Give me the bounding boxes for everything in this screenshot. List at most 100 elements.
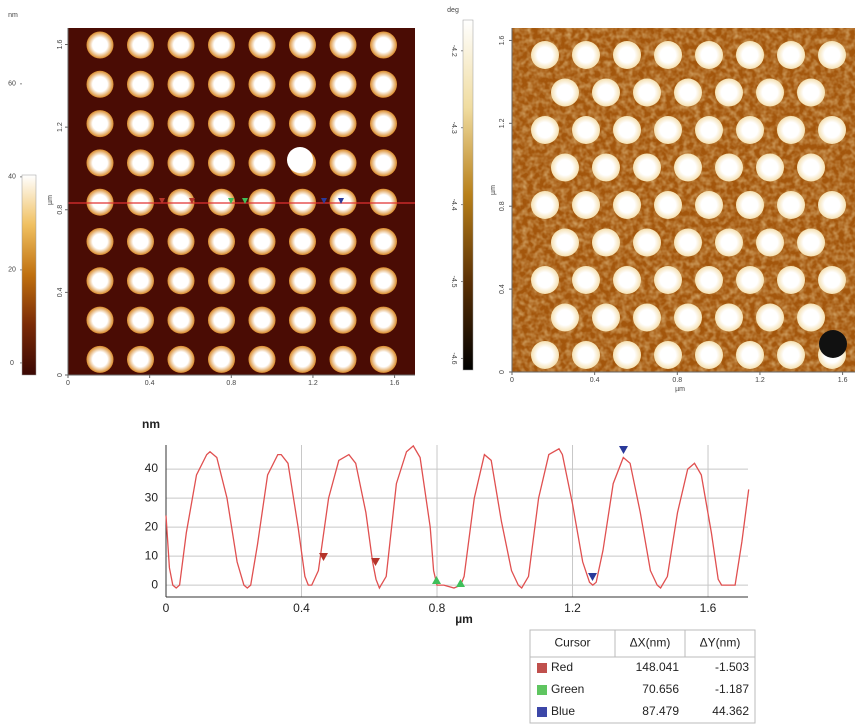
y-tick-label: 1.6 <box>499 35 506 45</box>
nanodot <box>167 267 195 295</box>
nanodot <box>289 110 316 138</box>
nanodot <box>551 228 579 257</box>
table-cell: 87.479 <box>642 704 679 718</box>
legend-swatch <box>537 685 547 695</box>
nanodot <box>818 41 846 69</box>
nanodot <box>756 153 784 182</box>
nanodot <box>127 31 154 59</box>
cursor-marker <box>242 198 248 204</box>
colorbar <box>462 19 474 371</box>
y-tick-label: 0.8 <box>499 201 506 211</box>
table-header: Cursor <box>554 636 590 650</box>
nanodot <box>756 78 784 107</box>
y-tick-label: 0 <box>57 373 64 377</box>
profile-cursors <box>319 446 628 587</box>
nanodot <box>715 303 743 332</box>
x-tick-label: 1.6 <box>700 601 717 615</box>
nanodot <box>370 228 397 255</box>
nanodot <box>572 116 600 144</box>
y-tick-label: 30 <box>145 490 159 504</box>
colorbar-tick-label: -4.4 <box>450 199 457 211</box>
cursor-marker <box>321 198 327 204</box>
x-tick-label: 1.2 <box>755 377 765 384</box>
nanodot <box>127 345 154 373</box>
nanodot <box>797 228 825 257</box>
nanodot <box>208 31 235 59</box>
nanodot <box>127 228 154 255</box>
x-tick-label: 0.8 <box>672 377 682 384</box>
nanodot <box>572 191 600 219</box>
x-tick-label: 0 <box>66 380 70 387</box>
nanodot <box>167 228 195 255</box>
nanodot <box>329 188 357 216</box>
nanodot <box>736 266 764 294</box>
nanodot <box>289 31 316 59</box>
colorbar-tick-label: 0 <box>10 360 14 367</box>
nanodot <box>756 303 784 332</box>
nanodot <box>208 188 235 216</box>
nanodot <box>531 266 559 294</box>
cursor-marker <box>588 573 597 581</box>
nanodot <box>167 188 195 216</box>
y-axis-label: µm <box>47 195 54 205</box>
nanodot <box>797 153 825 182</box>
nanodot <box>329 70 357 98</box>
nanodot <box>736 341 764 369</box>
colorbar-tick-label: 20 <box>8 267 16 274</box>
nanodot <box>208 228 235 255</box>
x-tick-label: 1.6 <box>838 377 848 384</box>
nanodot <box>633 78 661 107</box>
nanodot <box>777 116 805 144</box>
x-tick-label: 1.2 <box>564 601 581 615</box>
nanodot <box>208 70 235 98</box>
nanodot <box>592 303 620 332</box>
cursor-marker <box>432 576 441 584</box>
nanodot <box>248 31 276 59</box>
nanodot <box>248 267 276 295</box>
nanodot <box>797 78 825 107</box>
y-tick-label: 0.4 <box>57 287 64 297</box>
nanodot <box>613 341 641 369</box>
nanodot <box>370 188 397 216</box>
nanodot <box>654 266 682 294</box>
nanodot <box>819 330 847 358</box>
nanodot <box>329 228 357 255</box>
nanodot <box>127 110 154 138</box>
x-tick-label: 0 <box>510 377 514 384</box>
nanodot <box>127 149 154 177</box>
nanodot <box>86 306 114 334</box>
y-tick-label: 0.8 <box>57 205 64 215</box>
nanodot <box>127 188 154 216</box>
nanodot <box>572 41 600 69</box>
legend-swatch <box>537 663 547 673</box>
nanodot <box>531 191 559 219</box>
cursor-marker <box>619 446 628 454</box>
nanodot <box>633 303 661 332</box>
nanodot <box>167 306 195 334</box>
nanodot <box>289 228 316 255</box>
nanodot <box>654 341 682 369</box>
nanodot <box>654 41 682 69</box>
nanodot <box>818 191 846 219</box>
nanodot <box>370 345 397 373</box>
nanodot <box>777 41 805 69</box>
nanodot <box>248 110 276 138</box>
nanodot <box>715 153 743 182</box>
nanodot <box>329 31 357 59</box>
row-label: Blue <box>551 704 575 718</box>
colorbar-tick-label: 40 <box>8 174 16 181</box>
nanodot-pattern <box>86 31 397 373</box>
nanodot <box>370 31 397 59</box>
cursor-marker <box>456 579 465 587</box>
nanodot <box>695 191 723 219</box>
nanodot <box>777 191 805 219</box>
nanodot <box>127 267 154 295</box>
nanodot <box>329 267 357 295</box>
nanodot <box>613 41 641 69</box>
nanodot <box>695 266 723 294</box>
nanodot <box>633 228 661 257</box>
nanodot <box>248 228 276 255</box>
nanodot <box>736 116 764 144</box>
table-cell: -1.187 <box>715 682 749 696</box>
nanodot <box>370 70 397 98</box>
